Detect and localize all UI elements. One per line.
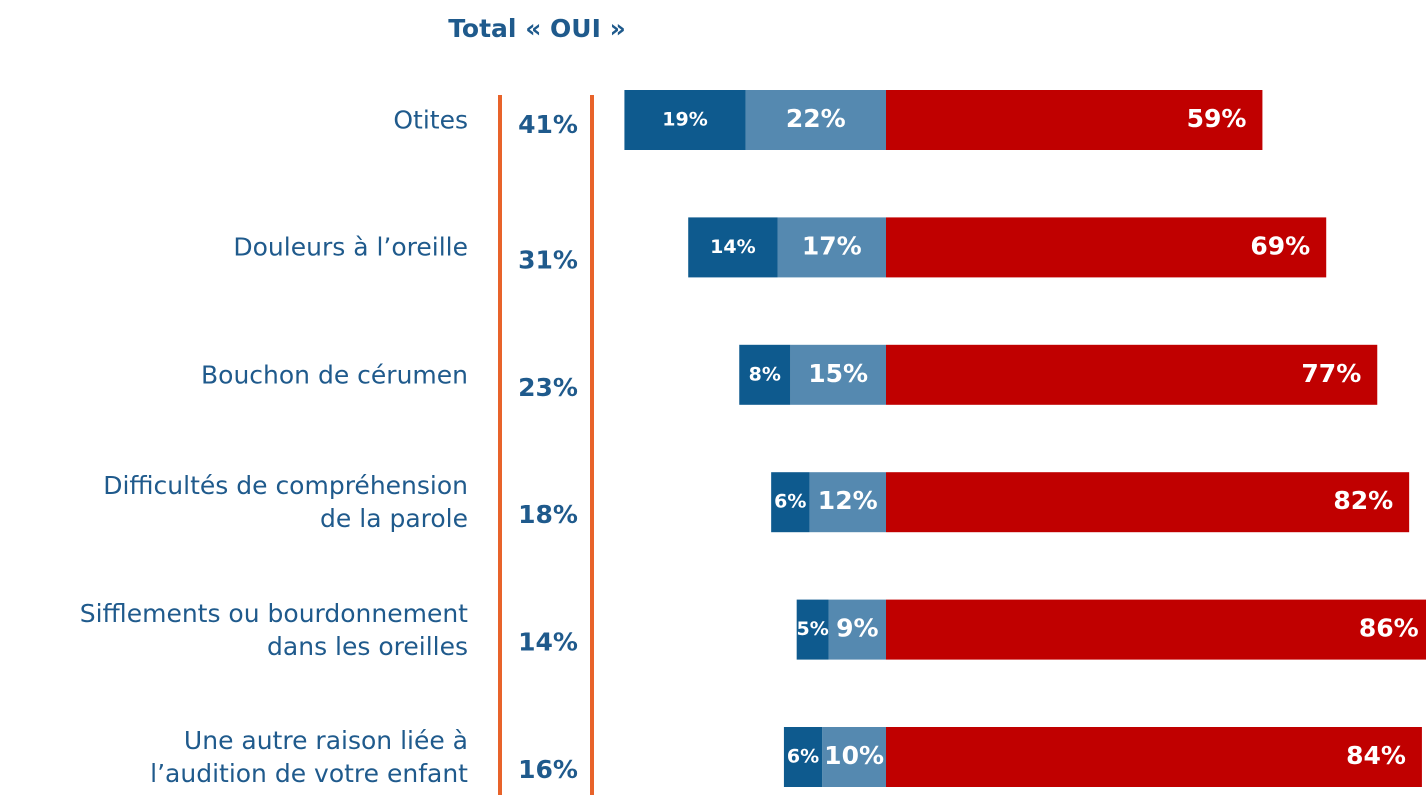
value-label: 9% (836, 614, 878, 643)
bar-segment (745, 90, 886, 150)
category-label: Sifflements ou bourdonnement dans les or… (79, 598, 468, 661)
value-label: 15% (808, 359, 868, 388)
value-label: 17% (802, 231, 862, 260)
bar-segment (809, 472, 886, 533)
total-label: 18% (518, 500, 578, 529)
bar-segment (886, 599, 1426, 660)
category-label: Difficultés de compréhension de la parol… (103, 471, 468, 534)
value-label: 14% (710, 236, 755, 258)
value-label: 5% (796, 618, 828, 640)
value-label: 77% (1301, 359, 1361, 388)
category-label: Douleurs à l’oreille (233, 232, 468, 262)
value-label: 82% (1333, 486, 1393, 515)
value-label: 6% (787, 746, 819, 768)
bar-segment (688, 217, 778, 278)
bar-segment (886, 90, 1263, 150)
value-label: 6% (774, 491, 806, 513)
bar-segment (777, 217, 886, 278)
chart-title: Total « OUI » (448, 14, 626, 43)
category-label: Bouchon de cérumen (201, 360, 468, 390)
bar-segment (822, 727, 886, 787)
total-label: 41% (518, 110, 578, 139)
value-label: 10% (824, 741, 884, 770)
value-label: 8% (749, 363, 781, 385)
bar-segment (771, 472, 810, 533)
bar-segment (886, 472, 1410, 533)
bar-segment (624, 90, 746, 150)
total-label: 14% (518, 628, 578, 657)
value-label: 22% (786, 104, 846, 133)
total-label: 31% (518, 245, 578, 274)
value-label: 19% (662, 109, 707, 131)
bar-segment (796, 599, 829, 660)
bar-segment (783, 727, 823, 787)
value-label: 12% (818, 486, 878, 515)
bar-segment (886, 344, 1378, 405)
bar-segment (886, 217, 1327, 278)
total-label: 23% (518, 373, 578, 402)
value-label: 59% (1187, 104, 1247, 133)
value-label: 84% (1346, 741, 1406, 770)
bar-segment (828, 599, 886, 660)
bar-segment (790, 344, 886, 405)
value-label: 86% (1359, 614, 1419, 643)
total-label: 16% (518, 755, 578, 784)
bar-segment (739, 344, 791, 405)
category-label: Une autre raison liée à l’audition de vo… (150, 726, 468, 788)
category-label: Otites (393, 105, 468, 135)
bar-segment (886, 727, 1422, 787)
value-label: 69% (1250, 231, 1310, 260)
